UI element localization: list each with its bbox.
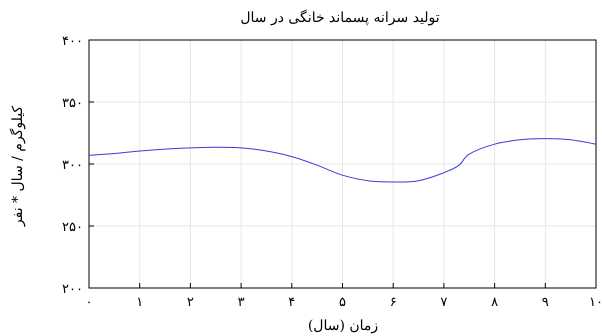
y-tick-label: ۲۵۰ <box>62 220 83 235</box>
chart-title: تولید سرانه پسماند خانگی در سال <box>240 9 439 26</box>
x-tick-label: ۰ <box>86 295 93 310</box>
x-tick-label: ۸ <box>491 295 498 310</box>
x-tick-label: ۵ <box>339 295 346 310</box>
x-tick-label: ۴ <box>288 295 295 310</box>
series-line <box>88 138 597 183</box>
x-tick-label: ۲ <box>187 295 194 310</box>
x-tick-label: ۱۰ <box>589 295 602 310</box>
x-tick-label: ۷ <box>440 295 447 310</box>
x-tick-label: ۶ <box>390 295 397 310</box>
x-axis-label: زمان (سال) <box>308 318 378 334</box>
y-tick-label: ۴۰۰ <box>62 34 83 49</box>
grid <box>89 40 596 288</box>
x-tick-label: ۳ <box>238 295 245 310</box>
y-axis-label: کیلوگرم / سال * نفر <box>9 106 26 228</box>
x-tick-label: ۱ <box>136 295 143 310</box>
y-axis: ۲۰۰ ۲۵۰ ۳۰۰ ۳۵۰ ۴۰۰ <box>62 34 94 297</box>
y-tick-label: ۳۰۰ <box>62 158 83 173</box>
y-tick-label: ۲۰۰ <box>62 282 83 297</box>
x-axis: ۰ ۱ ۲ ۳ ۴ ۵ ۶ ۷ ۸ ۹ ۱۰ <box>86 283 602 310</box>
y-tick-label: ۳۵۰ <box>62 96 83 111</box>
x-tick-label: ۹ <box>542 295 549 310</box>
